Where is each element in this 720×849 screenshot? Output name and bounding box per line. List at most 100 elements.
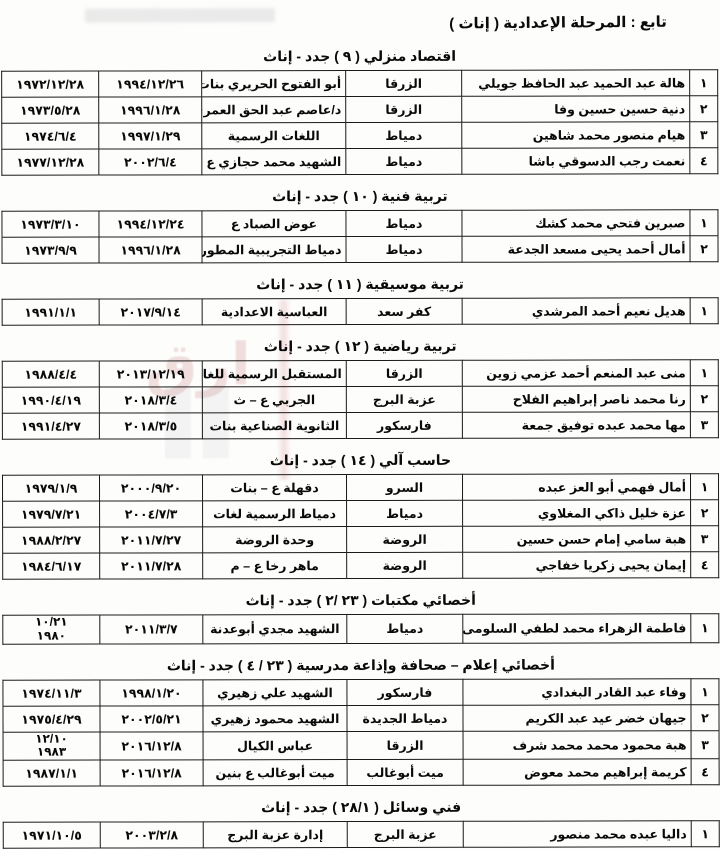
table-row: ٤ نعمت رجب الدسوقي باشا دمياط الشهيد محمد ح… — [1, 147, 718, 176]
section-title: حاسب آلي ( ١٤ ) جدد - إناث — [269, 451, 452, 469]
table-row: ١ أمال فهمي أبو العز عبده السرو دقهلة ع – ب… — [2, 473, 719, 502]
appointment-date: ٢٠١٣/١٢/١٩ — [99, 360, 203, 388]
birth-date: ١٩٨٨/٢/٢٧ — [2, 527, 100, 554]
appointment-date: ١٩٩٦/١/٢٨ — [98, 236, 203, 264]
employee-name: عزة خليل ذاكي المغلاوي — [462, 499, 691, 527]
appointment-date: ٢٠١٧/٩/١٤ — [99, 298, 203, 326]
administration-name: الزرقا — [345, 96, 462, 123]
birth-date: ١٩٧٥/٤/٢٩ — [2, 705, 101, 732]
employee-name: هبة محمود محمد محمد شرف — [463, 730, 692, 760]
administration-name: ميت أبوغالب — [347, 759, 464, 786]
appointment-date: ١٩٩٤/١٢/٢٦ — [98, 70, 202, 98]
appointment-date: ٢٠٠٢/٦/٤ — [98, 148, 202, 176]
appointment-date: ٢٠١١/٧/٢٨ — [99, 552, 203, 580]
school-name: ماهر رخا ع – م — [202, 552, 347, 579]
row-index: ١ — [691, 820, 720, 847]
school-name: عباس الكيال — [203, 731, 348, 761]
appointment-date: ٢٠٠٣/٢/٨ — [100, 822, 204, 849]
administration-name: فارسكور — [346, 678, 463, 706]
employee-name: هيام منصور محمد شاهين — [461, 121, 690, 149]
administration-name: دمياط — [345, 210, 462, 237]
section-header-row: حاسب آلي ( ١٤ ) جدد - إناث — [2, 443, 718, 475]
school-name: إدارة عزبة البرج — [203, 821, 348, 849]
employee-name: دنية حسين حسين وفا — [461, 95, 690, 123]
birth-date: ١٩٩١/١/١ — [2, 299, 100, 326]
row-index: ٢ — [690, 385, 719, 412]
table-row: ١ منى عبد المنعم أحمد عزمي زوين الزرقا المس… — [2, 359, 719, 388]
birth-date: ١٩٨٨/٤/٤ — [2, 361, 100, 388]
row-index: ١ — [690, 359, 719, 386]
employee-name: وفاء عبد القادر البغدادي — [462, 678, 691, 705]
appointment-date: ٢٠١٦/١٢/٨ — [100, 731, 204, 761]
section-header-row: تربية رياضية ( ١٢ ) جدد - إناث — [2, 329, 718, 361]
birth-date: ١٩٨٤/٦/١٧ — [2, 553, 100, 580]
administration-name: دمياط الجديدة — [346, 704, 464, 732]
scanned-page: تابع : المرحلة الإعدادية ( إناث ) ارق اق… — [1, 8, 720, 849]
appointment-date: ٢٠٠٢/٥/٢١ — [99, 705, 204, 732]
appointment-date: ١٩٩٨/١/٢٠ — [99, 679, 203, 706]
appointment-date: ٢٠١٨/٣/٥ — [99, 412, 203, 440]
employee-name: مها محمد عبده توفيق جمعة — [462, 411, 691, 439]
employee-name: منى عبد المنعم أحمد عزمي زوين — [462, 359, 691, 387]
appointment-date: ٢٠٠٤/٧/٣ — [99, 500, 203, 528]
table-row: ٢ عزة خليل ذاكي المغلاوي دمياط دمياط الرسمي… — [2, 499, 719, 528]
administration-name: الروضة — [346, 552, 463, 579]
row-index: ١ — [690, 613, 719, 643]
administration-name: دمياط — [345, 122, 462, 149]
section-title: تربية فنية ( ١٠ ) جدد - إناث — [272, 187, 448, 205]
administration-name: دمياط — [346, 500, 463, 527]
administration-name: عزبة البرج — [347, 821, 464, 848]
employee-name: هالة عبد الحميد عبد الحافظ جويلي — [461, 69, 690, 97]
school-name: دقهلة ع – بنات — [202, 474, 347, 501]
section-title: تربية رياضية ( ١٢ ) جدد - إناث — [263, 337, 457, 355]
birth-date: ١٩٧٩/١/٩ — [2, 475, 100, 502]
appointment-date: ٢٠١٦/١٢/٨ — [100, 760, 204, 787]
page-title: تابع : المرحلة الإعدادية ( إناث ) — [449, 13, 667, 33]
school-name: الجربي ع – ث — [202, 386, 347, 413]
table-row: ١ هديل نعيم أحمد المرشدي كفر سعد العباسية ا… — [2, 297, 719, 326]
birth-date: ١٩٧٧/١٢/٢٨ — [1, 149, 99, 176]
administration-name: كفر سعد — [346, 298, 463, 325]
table-row: ٢ أمال أحمد يحيى مسعد الجدعة دمياط دمياط ال… — [1, 235, 719, 264]
administration-name: الزرقا — [346, 360, 463, 387]
birth-date: ١٩٧٤/٦/٤ — [1, 123, 99, 150]
birth-date: ١٩٨٧/١/١ — [3, 760, 101, 787]
school-name: دمياط التجريبية المطورة — [201, 236, 347, 263]
table-row: ١ فاطمة الزهراء محمد لطفي السلومى دمياط الش… — [2, 613, 719, 644]
birth-date: ١٩٧٣/٥/٢٨ — [1, 97, 99, 124]
administration-name: الزرقا — [347, 730, 464, 760]
row-index: ١ — [690, 473, 719, 500]
appointment-date: ٢٠١١/٧/٢٧ — [99, 526, 203, 554]
birth-date: ١٩٧٣/٩/٩ — [1, 237, 100, 264]
school-name: الشهيد علي زهيري — [202, 679, 347, 706]
table-row: ١ وفاء عبد القادر البغدادي فارسكور الشهيد ع… — [2, 678, 719, 706]
birth-date: ١٢/١٠ ١٩٨٣ — [3, 731, 101, 761]
table-row: ٣ هيام منصور محمد شاهين دمياط اللغات الرسمي… — [1, 121, 718, 150]
section-title: تربية موسيقية ( ١١ ) جدد - إناث — [256, 275, 464, 293]
section-title: أخصائي مكتبات ( ٢٣ /٢ ) جدد - إناث — [245, 591, 476, 609]
school-name: دمياط الرسمية لغات — [202, 500, 347, 527]
row-index: ٢ — [690, 499, 719, 526]
table-row: ١ هالة عبد الحميد عبد الحافظ جويلي الزرقا أ… — [1, 69, 718, 98]
appointment-date: ٢٠٠٠/٩/٢٠ — [99, 474, 203, 502]
scan-smudge — [85, 8, 276, 23]
section-header-row: فني وسائل ( ٢٨/١ ) جدد - إناث — [3, 790, 719, 822]
section-header-row: تربية موسيقية ( ١١ ) جدد - إناث — [2, 267, 718, 299]
employee-name: فاطمة الزهراء محمد لطفي السلومى — [462, 613, 691, 643]
row-index: ٣ — [689, 121, 718, 148]
table-row: ٣ هبة محمود محمد محمد شرف الزرقا عباس الكيا… — [3, 730, 720, 761]
birth-date: ١٩٧١/١٠/٥ — [3, 822, 101, 849]
section-header-row: تربية فنية ( ١٠ ) جدد - إناث — [2, 179, 718, 211]
row-index: ١ — [689, 69, 718, 96]
appointment-date: ١٩٩٦/١/٢٨ — [98, 96, 202, 124]
section-header-row: أخصائي مكتبات ( ٢٣ /٢ ) جدد - إناث — [3, 583, 719, 615]
school-name: د/عاصم عبد الحق العمري — [201, 96, 346, 123]
employee-name: رنا محمد ناصر إبراهيم الفلاح — [462, 385, 691, 413]
employee-name: هديل نعيم أحمد المرشدي — [462, 297, 691, 325]
section-title: أخصائي إعلام – صحافة وإذاعة مدرسية ( ٢٣ … — [166, 656, 555, 673]
table-row: ٢ جيهان خضر عيد عبد الكريم دمياط الجديدة ال… — [2, 704, 720, 732]
school-name: المستقبل الرسمية للغات — [202, 360, 347, 387]
row-index: ١ — [690, 678, 719, 705]
row-index: ٣ — [691, 730, 720, 759]
birth-date: ١٩٧٣/٣/١٠ — [1, 211, 99, 238]
